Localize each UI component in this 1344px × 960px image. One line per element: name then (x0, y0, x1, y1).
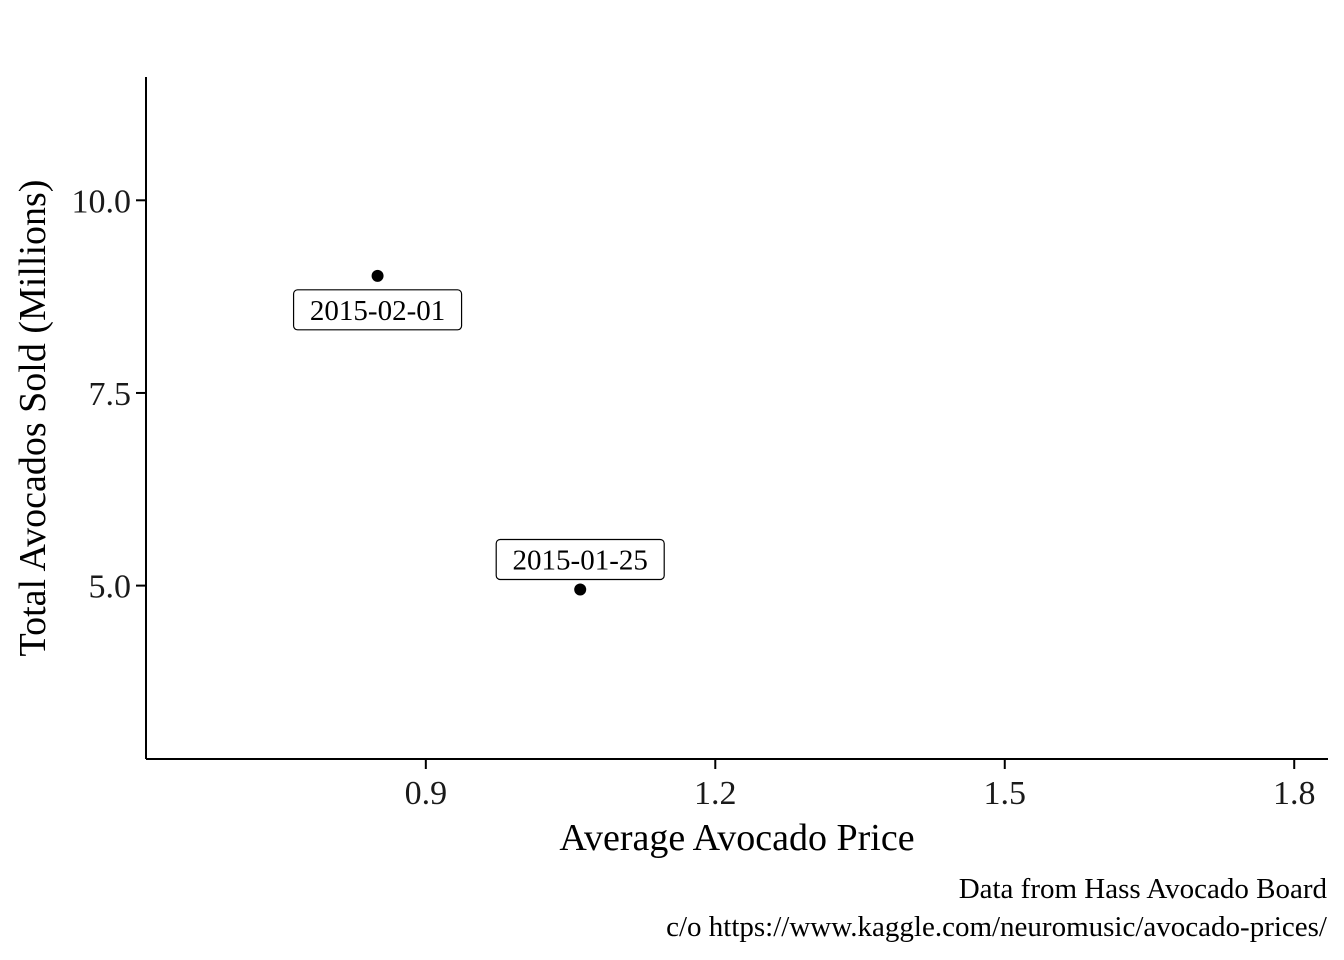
y-tick-label: 7.5 (89, 376, 132, 413)
x-axis-title: Average Avocado Price (559, 817, 914, 859)
caption-source: Data from Hass Avocado Board (959, 873, 1328, 905)
axis-ticks: 0.9 1.2 1.5 1.8 5.0 7.5 10.0 (72, 183, 1316, 812)
x-tick-label: 1.5 (984, 775, 1027, 812)
y-axis-title: Total Avocados Sold (Millions) (12, 180, 54, 657)
point-label-box (292, 289, 463, 331)
y-tick-label: 5.0 (89, 569, 132, 606)
data-point (574, 583, 587, 596)
data-point (371, 269, 384, 282)
x-tick-label: 1.2 (694, 775, 737, 812)
point-label-box (495, 538, 665, 581)
x-tick-label: 0.9 (405, 775, 448, 812)
caption-url: c/o https://www.kaggle.com/neuromusic/av… (666, 911, 1328, 943)
x-tick-label: 1.8 (1273, 775, 1316, 812)
point-label: 2015-01-25 (495, 538, 665, 581)
point-label-text: 2015-02-01 (310, 295, 445, 327)
point-label-text: 2015-01-25 (513, 544, 648, 576)
point-label: 2015-02-01 (292, 289, 463, 331)
y-tick-label: 10.0 (72, 183, 132, 220)
data-labels: 2015-01-25 2015-02-01 (292, 289, 665, 581)
data-points (371, 269, 587, 596)
